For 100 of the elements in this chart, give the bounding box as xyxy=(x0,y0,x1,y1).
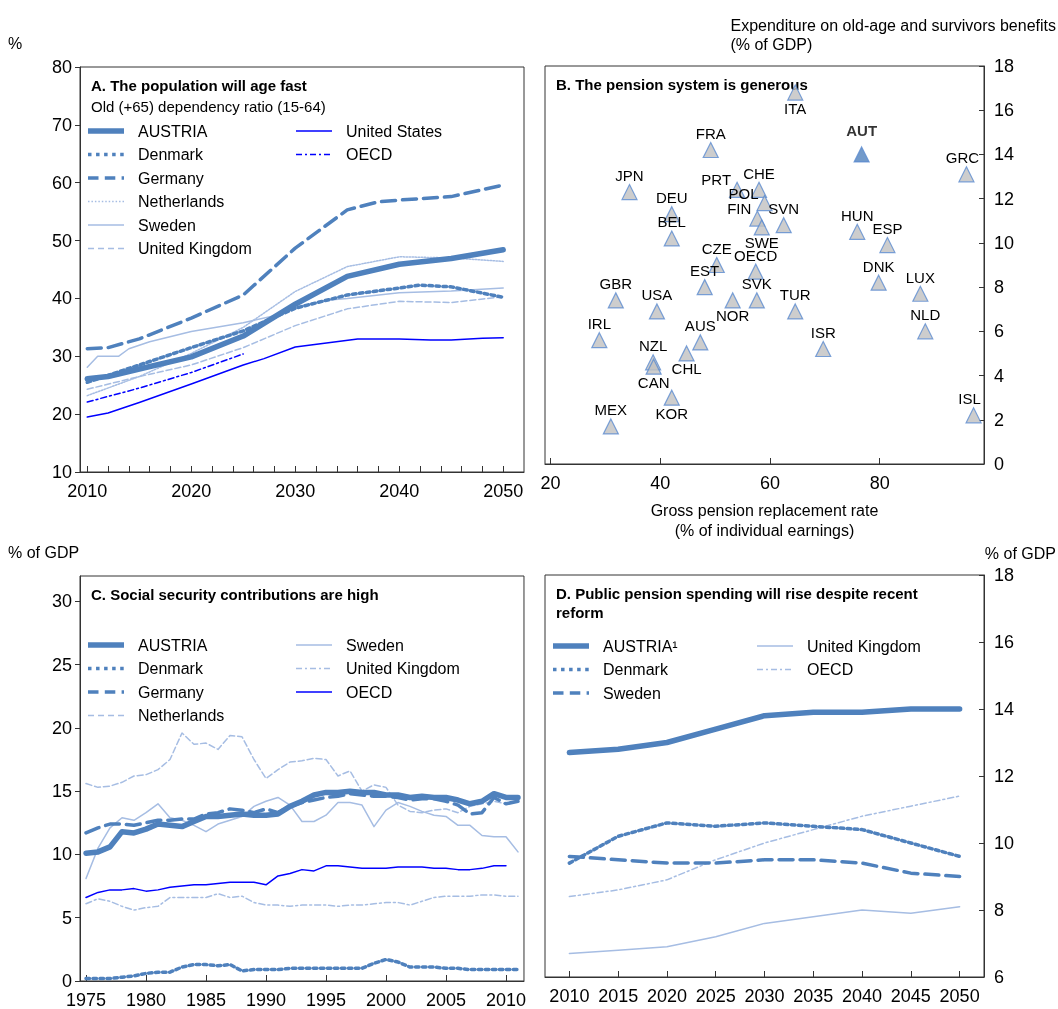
x-tick-label: 1980 xyxy=(125,990,167,1009)
annotation: ITA xyxy=(784,99,807,117)
y-tick-label: 8 xyxy=(994,277,1005,298)
x-tick-label: 2010 xyxy=(67,481,108,501)
y-tick-label: 15 xyxy=(51,781,72,802)
annotation: DEU xyxy=(655,189,688,207)
x-tick-label: 60 xyxy=(759,473,780,493)
x-tick-label: 1985 xyxy=(185,990,227,1009)
x-tick-label: 2045 xyxy=(890,986,931,1006)
y-tick-label: 10 xyxy=(51,462,72,482)
y-tick-label: 40 xyxy=(51,288,72,309)
y-tick-label: 12 xyxy=(994,766,1015,786)
x-tick-label: 2010 xyxy=(549,986,590,1006)
y-axis-title: % xyxy=(8,35,23,52)
y-tick-label: 14 xyxy=(994,699,1015,719)
y-tick-label: 18 xyxy=(994,56,1015,76)
y-tick-label: 2 xyxy=(994,409,1005,430)
legend-label: Sweden xyxy=(603,684,661,702)
annotation: ISR xyxy=(810,324,836,342)
x-tick-label: 2020 xyxy=(646,986,687,1006)
annotation: MEX xyxy=(594,401,628,419)
annotation: HUN xyxy=(840,206,874,224)
x-tick-label: 1995 xyxy=(305,990,347,1009)
annotation: ISL xyxy=(958,390,981,408)
annotation: BEL xyxy=(657,213,686,231)
legend-label: Netherlands xyxy=(138,193,225,210)
text: A. The population will age fast xyxy=(91,77,307,94)
x-tick-label: 80 xyxy=(869,473,890,493)
x-tick-label: 1975 xyxy=(65,990,107,1009)
annotation: EST xyxy=(690,262,720,280)
x-tick-label: 2025 xyxy=(695,986,736,1006)
text: B. The pension system is generous xyxy=(556,76,808,93)
legend-label: Germany xyxy=(138,683,204,701)
y-tick-label: 0 xyxy=(61,971,72,991)
y-tick-label: 25 xyxy=(51,654,72,675)
x-tick-label: 2035 xyxy=(793,986,834,1006)
annotation: SVK xyxy=(741,275,772,293)
y-tick-label: 50 xyxy=(51,230,72,251)
annotation: NZL xyxy=(638,337,668,355)
annotation: KOR xyxy=(655,404,689,422)
annotation: CZE xyxy=(701,240,732,257)
x-tick-label: 2040 xyxy=(379,481,420,501)
series-label: AUT xyxy=(846,122,878,140)
annotation: IRL xyxy=(587,315,611,333)
legend-label: AUSTRIA¹ xyxy=(603,637,678,655)
x-tick-label: 2050 xyxy=(939,986,980,1006)
legend-label: Denmark xyxy=(138,660,204,677)
y-tick-label: 16 xyxy=(994,632,1015,652)
x-axis-title: Gross pension replacement rate (% of individual earnings) xyxy=(650,501,879,539)
x-tick-label: 2030 xyxy=(744,986,785,1006)
y-tick-label: 6 xyxy=(994,967,1005,987)
legend-label: Germany xyxy=(138,169,204,187)
legend-label: AUSTRIA xyxy=(138,636,208,654)
x-tick-label: 2030 xyxy=(275,481,316,501)
y-tick-label: 0 xyxy=(994,454,1005,474)
y-tick-label: 16 xyxy=(994,100,1015,121)
annotation: CHL xyxy=(671,360,702,378)
text: D. Public pension spending will rise despite recent reform xyxy=(556,585,922,621)
y-tick-label: 60 xyxy=(51,172,72,193)
x-tick-label: 2050 xyxy=(483,481,524,501)
x-tick-label: 2005 xyxy=(425,990,466,1009)
annotation: NLD xyxy=(910,306,941,324)
y-tick-label: 30 xyxy=(51,346,72,367)
y-tick-label: 14 xyxy=(994,144,1015,165)
annotation: FRA xyxy=(695,125,726,143)
y-tick-label: 8 xyxy=(994,900,1005,920)
annotation: SWE xyxy=(744,234,779,252)
y-tick-label: 10 xyxy=(51,844,72,865)
annotation: GBR xyxy=(599,275,633,293)
legend-label: OECD xyxy=(346,683,393,701)
annotation: JPN xyxy=(615,167,644,185)
x-tick-label: 2010 xyxy=(485,990,526,1009)
y-tick-label: 20 xyxy=(51,717,72,738)
y-axis-title: % of GDP xyxy=(8,544,80,561)
x-tick-label: 2020 xyxy=(171,481,212,501)
legend-label: Denmark xyxy=(603,661,669,678)
legend-label: Sweden xyxy=(138,216,196,234)
legend-label: Netherlands xyxy=(138,707,225,724)
y-tick-label: 30 xyxy=(51,591,72,612)
annotation: TUR xyxy=(779,286,811,304)
y-tick-label: 6 xyxy=(994,321,1005,342)
y-tick-label: 18 xyxy=(994,565,1015,585)
legend-label: United Kingdom xyxy=(138,240,252,257)
annotation: CHE xyxy=(743,164,775,182)
annotation: USA xyxy=(641,286,673,304)
y-tick-label: 10 xyxy=(994,833,1015,853)
x-tick-label: 1990 xyxy=(245,990,287,1009)
y-tick-label: 12 xyxy=(994,188,1015,209)
y-tick-label: 5 xyxy=(61,907,72,928)
annotation: CAN xyxy=(637,373,670,391)
x-tick-label: 2040 xyxy=(842,986,883,1006)
legend-label: AUSTRIA xyxy=(138,122,208,140)
y-axis-title: Expenditure on old-age and survivors benefits (% of GDP) xyxy=(730,17,1056,53)
x-tick-label: 2015 xyxy=(598,986,639,1006)
y-tick-label: 80 xyxy=(51,57,72,77)
text: Old (+65) dependency ratio (15-64) xyxy=(91,98,326,115)
legend-label: Denmark xyxy=(138,146,204,163)
y-tick-label: 4 xyxy=(994,365,1005,386)
x-tick-label: 40 xyxy=(650,473,671,493)
annotation: DNK xyxy=(862,257,895,275)
